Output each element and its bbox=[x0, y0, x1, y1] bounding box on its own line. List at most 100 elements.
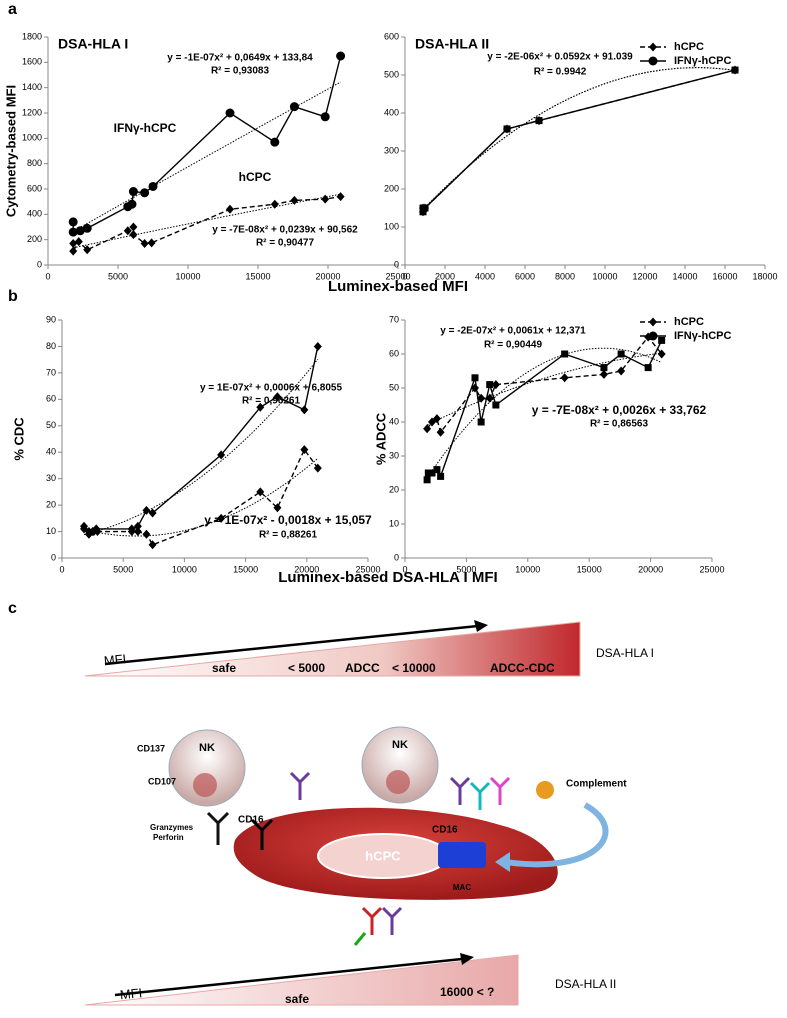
marker bbox=[148, 181, 158, 191]
trendline bbox=[73, 193, 341, 249]
marker bbox=[127, 524, 136, 534]
marker bbox=[437, 472, 445, 480]
annotation: hCPC bbox=[239, 170, 272, 184]
granules bbox=[193, 773, 217, 797]
marker-label: CD16 bbox=[238, 815, 264, 826]
y-tick-label: 400 bbox=[384, 107, 399, 117]
marker bbox=[424, 469, 432, 477]
scale-zone: ADCC-CDC bbox=[490, 661, 555, 675]
y-tick-label: 60 bbox=[389, 348, 399, 358]
y-tick-label: 800 bbox=[27, 158, 42, 168]
marker bbox=[492, 401, 500, 409]
scale-zone: < 10000 bbox=[392, 661, 436, 675]
arrow-head bbox=[460, 953, 474, 965]
x-tick-label: 0 bbox=[402, 271, 407, 281]
x-tick-label: 5000 bbox=[113, 564, 133, 574]
y-tick-label: 40 bbox=[46, 447, 56, 457]
y-tick-label: 1000 bbox=[22, 133, 42, 143]
x-tick-label: 10000 bbox=[172, 564, 197, 574]
scale-label: DSA-HLA I bbox=[596, 646, 654, 660]
annotation: y = -1E-07x² + 0,0649x + 133,84 bbox=[167, 53, 313, 64]
molecule-label: Granzymes bbox=[150, 823, 194, 832]
y-tick-label: 600 bbox=[27, 183, 42, 193]
y-axis-label: Cytometry-based MFI bbox=[3, 85, 18, 217]
marker bbox=[225, 108, 235, 118]
x-tick-label: 18000 bbox=[752, 271, 777, 281]
x-tick-label: 16000 bbox=[712, 271, 737, 281]
marker bbox=[226, 204, 234, 214]
x-tick-label: 10000 bbox=[592, 271, 617, 281]
y-tick-label: 60 bbox=[46, 394, 56, 404]
marker bbox=[503, 125, 511, 133]
x-tick-label: 6000 bbox=[515, 271, 535, 281]
y-tick-label: 0 bbox=[394, 259, 399, 269]
scale-axis: MFI bbox=[119, 985, 143, 1002]
antibodies bbox=[206, 771, 511, 946]
marker bbox=[471, 374, 479, 382]
y-tick-label: 0 bbox=[394, 552, 399, 562]
y-tick-label: 70 bbox=[389, 314, 399, 324]
legend-label: hCPC bbox=[674, 316, 704, 328]
trendline bbox=[72, 81, 341, 232]
arrow-head bbox=[495, 852, 510, 872]
x-axis-label: Luminex-based DSA-HLA I MFI bbox=[278, 569, 497, 586]
trendline bbox=[83, 358, 319, 535]
marker bbox=[436, 427, 445, 437]
x-tick-label: 12000 bbox=[632, 271, 657, 281]
nk-cell bbox=[361, 726, 439, 804]
annotation: R² = 0,93083 bbox=[211, 66, 270, 77]
marker bbox=[128, 187, 138, 197]
marker bbox=[491, 380, 500, 390]
marker-label: CD16 bbox=[432, 825, 458, 836]
marker bbox=[148, 540, 157, 550]
marker bbox=[83, 245, 92, 255]
legend-label: hCPC bbox=[674, 41, 704, 53]
annotation: y = -7E-08x² + 0,0239x + 90,562 bbox=[212, 225, 358, 236]
marker bbox=[300, 405, 309, 415]
chart-title: DSA-HLA I bbox=[58, 36, 128, 52]
marker bbox=[92, 524, 101, 534]
y-tick-label: 70 bbox=[46, 367, 56, 377]
marker bbox=[256, 487, 265, 497]
marker bbox=[82, 223, 92, 233]
marker-label: CD137 bbox=[137, 743, 165, 753]
marker bbox=[320, 112, 330, 122]
mac-label: MAC bbox=[453, 883, 471, 892]
series-line bbox=[422, 69, 736, 212]
cell-label: hCPC bbox=[365, 848, 401, 863]
trendline bbox=[422, 67, 736, 210]
complement bbox=[536, 781, 554, 799]
x-tick-label: 14000 bbox=[672, 271, 697, 281]
legend-label: IFNγ-hCPC bbox=[674, 330, 732, 342]
legend-marker bbox=[648, 331, 658, 341]
legend-marker bbox=[649, 42, 657, 52]
marker bbox=[486, 381, 494, 389]
x-tick-label: 15000 bbox=[245, 271, 270, 281]
y-tick-label: 100 bbox=[384, 221, 399, 231]
marker bbox=[300, 445, 309, 455]
panel-label: c bbox=[8, 600, 17, 617]
marker bbox=[423, 476, 431, 484]
x-tick-label: 2000 bbox=[435, 271, 455, 281]
molecule-label: Perforin bbox=[153, 833, 184, 842]
complement-label: Complement bbox=[566, 779, 627, 790]
marker bbox=[644, 364, 652, 372]
x-tick-label: 5000 bbox=[456, 564, 476, 574]
trendline bbox=[426, 347, 662, 479]
marker bbox=[75, 226, 85, 236]
marker bbox=[657, 349, 666, 359]
y-tick-label: 50 bbox=[389, 382, 399, 392]
marker bbox=[270, 137, 280, 147]
marker bbox=[129, 222, 138, 232]
annotation: y = 1E-07x² - 0,0018x + 15,057 bbox=[204, 513, 372, 527]
marker bbox=[313, 341, 322, 351]
marker-label: CD107 bbox=[148, 776, 176, 786]
y-tick-label: 300 bbox=[384, 145, 399, 155]
y-tick-label: 20 bbox=[389, 484, 399, 494]
x-tick-label: 20000 bbox=[294, 564, 319, 574]
series-line bbox=[72, 55, 342, 233]
x-tick-label: 8000 bbox=[555, 271, 575, 281]
marker bbox=[256, 402, 265, 412]
panel-label: b bbox=[8, 288, 18, 305]
marker bbox=[731, 66, 739, 74]
